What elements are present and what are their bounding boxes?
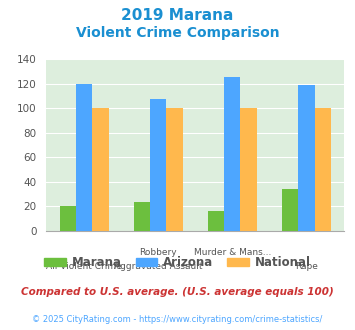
Legend: Marana, Arizona, National: Marana, Arizona, National <box>40 252 315 274</box>
Bar <box>224 77 240 231</box>
Text: Violent Crime Comparison: Violent Crime Comparison <box>76 26 279 40</box>
Bar <box>92 109 109 231</box>
Bar <box>315 109 331 231</box>
Text: Robbery: Robbery <box>140 248 177 257</box>
Bar <box>150 99 166 231</box>
Text: All Violent Crime: All Violent Crime <box>46 262 122 271</box>
Text: © 2025 CityRating.com - https://www.cityrating.com/crime-statistics/: © 2025 CityRating.com - https://www.city… <box>32 315 323 324</box>
Bar <box>240 109 257 231</box>
Bar <box>298 85 315 231</box>
Bar <box>134 202 150 231</box>
Text: Murder & Mans...: Murder & Mans... <box>193 248 271 257</box>
Text: Rape: Rape <box>295 262 318 271</box>
Text: 2019 Marana: 2019 Marana <box>121 8 234 23</box>
Bar <box>76 84 92 231</box>
Bar <box>60 207 76 231</box>
Bar <box>208 212 224 231</box>
Bar <box>166 109 183 231</box>
Text: Compared to U.S. average. (U.S. average equals 100): Compared to U.S. average. (U.S. average … <box>21 287 334 297</box>
Bar <box>282 189 298 231</box>
Text: Aggravated Assault: Aggravated Assault <box>114 262 202 271</box>
